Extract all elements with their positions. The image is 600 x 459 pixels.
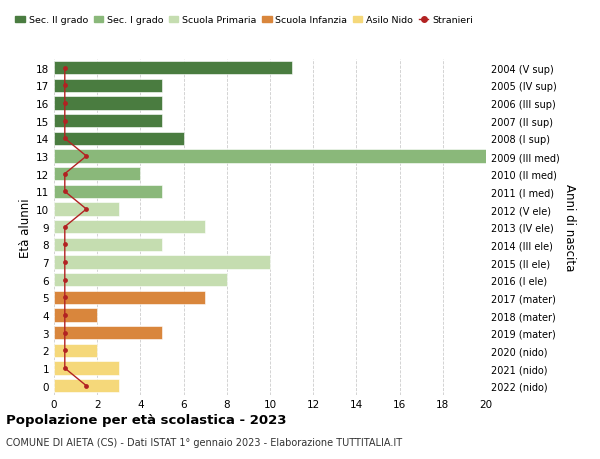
Point (60, 259, 70, 266)
Text: Popolazione per età scolastica - 2023: Popolazione per età scolastica - 2023 (6, 413, 287, 426)
Point (60, 330, 70, 337)
Point (60, 188, 70, 196)
Y-axis label: Anni di nascita: Anni di nascita (563, 184, 576, 271)
Bar (54, 115, 162, 128)
Point (60, 224, 70, 231)
Point (60, 364, 70, 372)
Bar (54, 326, 162, 340)
Point (60, 241, 70, 248)
Point (60, 312, 70, 319)
Point (60, 135, 70, 143)
Y-axis label: Età alunni: Età alunni (19, 197, 32, 257)
Bar (54, 221, 205, 234)
Bar (54, 62, 292, 75)
Point (60, 294, 70, 302)
Bar (54, 291, 205, 304)
Bar (54, 309, 97, 322)
Point (60, 276, 70, 284)
Text: COMUNE DI AIETA (CS) - Dati ISTAT 1° gennaio 2023 - Elaborazione TUTTITALIA.IT: COMUNE DI AIETA (CS) - Dati ISTAT 1° gen… (6, 437, 402, 447)
Bar (54, 168, 140, 181)
Bar (54, 150, 486, 163)
Point (60, 118, 70, 125)
Bar (54, 203, 119, 216)
Bar (54, 274, 227, 287)
Bar (54, 379, 119, 392)
Bar (54, 238, 162, 252)
Legend: Sec. II grado, Sec. I grado, Scuola Primaria, Scuola Infanzia, Asilo Nido, Stran: Sec. II grado, Sec. I grado, Scuola Prim… (11, 12, 476, 29)
Bar (54, 256, 270, 269)
Point (60, 100, 70, 107)
Point (60, 65, 70, 72)
Bar (54, 185, 162, 199)
Point (60, 171, 70, 178)
Point (82, 382, 91, 390)
Bar (54, 97, 162, 110)
Bar (54, 79, 162, 93)
Bar (54, 132, 184, 146)
Bar (54, 344, 97, 357)
Point (60, 83, 70, 90)
Point (82, 206, 91, 213)
Point (82, 153, 91, 160)
Point (60, 347, 70, 354)
Bar (54, 362, 119, 375)
